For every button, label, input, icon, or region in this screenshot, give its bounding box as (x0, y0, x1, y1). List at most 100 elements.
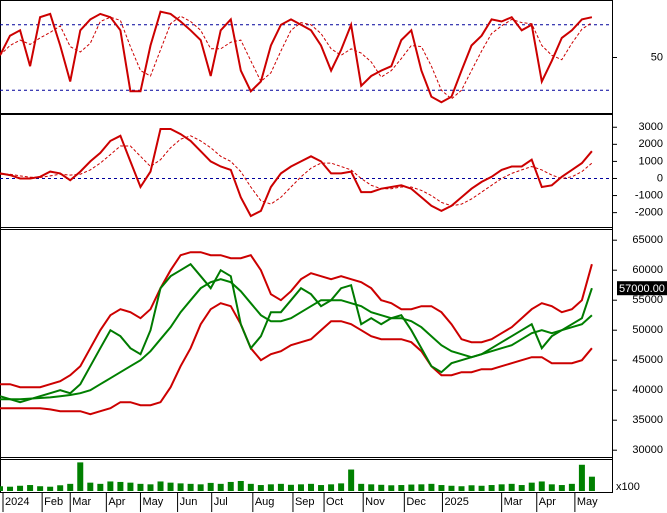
volume-bar (308, 483, 315, 491)
volume-bar (558, 485, 565, 491)
series-line (0, 15, 593, 100)
x-tick-label: Jul (214, 496, 228, 508)
x-tick-label: Oct (326, 496, 343, 508)
volume-bar (358, 483, 365, 491)
series-line (0, 135, 593, 207)
volume-bar (137, 483, 144, 491)
y-tick-label: 55000 (632, 294, 663, 306)
last-value-box (617, 281, 667, 296)
volume-bar (267, 484, 274, 491)
last-value-label: 57000.00 (619, 283, 665, 295)
volume-bar (7, 486, 14, 491)
volume-bar (157, 481, 164, 491)
y-tick-label: 35000 (632, 414, 663, 426)
volume-bar (257, 485, 264, 491)
volume-bar (578, 464, 585, 491)
y-tick-label: 45000 (632, 354, 663, 366)
volume-bar (348, 469, 355, 491)
volume-bar (187, 483, 194, 491)
volume-bar (277, 483, 284, 491)
volume-bar (287, 484, 294, 491)
x-tick-label: Sep (295, 496, 315, 508)
volume-bar (388, 485, 395, 491)
volume-bar (518, 485, 525, 491)
x-tick-label: 2024 (5, 496, 29, 508)
volume-bar (17, 485, 24, 491)
y-tick-label: -2000 (635, 207, 663, 219)
panel-frame (0, 114, 613, 230)
volume-bar (117, 481, 124, 491)
volume-bar (217, 483, 224, 491)
volume-bar (147, 484, 154, 491)
x-tick-label: Aug (255, 496, 275, 508)
volume-bar (207, 482, 214, 491)
volume-bar (97, 483, 104, 491)
volume-bar (328, 484, 335, 491)
series-line (0, 251, 593, 389)
volume-bar (107, 481, 114, 491)
volume-bar (247, 483, 254, 491)
volume-bar (528, 482, 535, 491)
volume-bar (548, 484, 555, 491)
y-tick-label: 60000 (632, 264, 663, 276)
volume-bar (47, 486, 54, 491)
series-line (0, 278, 593, 401)
volume-bar (87, 482, 94, 491)
x-tick-label: May (577, 496, 598, 508)
x-tick-label: Nov (365, 496, 385, 508)
volume-bar (568, 483, 575, 491)
volume-bar (77, 462, 84, 491)
x-tick-label: Apr (108, 496, 125, 508)
volume-bar (438, 485, 445, 491)
x-tick-label: Jun (180, 496, 198, 508)
volume-bar (37, 486, 44, 491)
volume-bar (398, 485, 405, 491)
panel-frame (0, 227, 613, 460)
x-tick-label: Mar (72, 496, 91, 508)
volume-bar (67, 483, 74, 491)
series-line (0, 10, 593, 104)
volume-bar (508, 483, 515, 491)
y-tick-label: 50 (651, 51, 663, 63)
y-tick-label: 40000 (632, 384, 663, 396)
volume-bar (227, 481, 234, 491)
y-tick-label: -1000 (635, 189, 663, 201)
volume-bar (478, 485, 485, 491)
unit-label: x100 (616, 481, 640, 493)
x-tick-label: Mar (504, 496, 523, 508)
volume-bar (368, 484, 375, 491)
volume-bar (448, 485, 455, 491)
volume-bar (197, 484, 204, 491)
volume-bar (488, 485, 495, 491)
x-tick-label: Dec (406, 496, 426, 508)
volume-bar (237, 480, 244, 491)
volume-bar (408, 484, 415, 491)
volume-bar (318, 485, 325, 491)
y-tick-label: 1000 (639, 155, 663, 167)
series-line (0, 128, 593, 218)
panel-frame (0, 457, 613, 493)
volume-bar (418, 484, 425, 491)
x-tick-label: Feb (44, 496, 63, 508)
series-line (0, 302, 593, 416)
y-tick-label: 50000 (632, 324, 663, 336)
volume-bar (458, 486, 465, 491)
x-tick-label: May (142, 496, 163, 508)
volume-bar (498, 484, 505, 491)
volume-bar (127, 482, 134, 491)
y-tick-label: 3000 (639, 121, 663, 133)
x-tick-label: Apr (539, 496, 556, 508)
volume-bar (297, 484, 304, 491)
volume-bar (57, 485, 64, 491)
volume-bar (0, 486, 3, 491)
volume-bar (167, 482, 174, 491)
volume-bar (428, 483, 435, 491)
volume-bar (177, 483, 184, 491)
volume-bar (27, 485, 34, 491)
y-tick-label: 2000 (639, 138, 663, 150)
y-tick-label: 65000 (632, 234, 663, 246)
volume-bar (338, 483, 345, 491)
volume-bar (588, 476, 595, 491)
volume-bar (468, 485, 475, 491)
